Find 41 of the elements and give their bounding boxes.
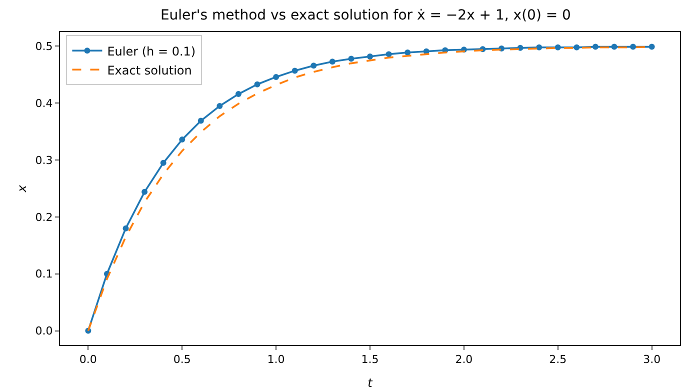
point: [254, 81, 260, 88]
point: [142, 188, 148, 195]
point: [329, 58, 336, 65]
y-tick-label: 0.4: [35, 96, 53, 110]
x-tick-label: 0.0: [79, 353, 97, 366]
point: [536, 44, 542, 50]
point: [574, 44, 580, 50]
y-tick-label: 0.0: [35, 324, 53, 338]
y-tick-label: 0.1: [35, 268, 53, 281]
point: [648, 44, 655, 50]
point: [216, 102, 223, 109]
x-tick-label: 0.5: [173, 353, 191, 366]
point: [310, 62, 317, 69]
y-tick-label: 0.5: [35, 40, 53, 54]
point: [592, 44, 598, 50]
point: [198, 118, 204, 124]
x-tick-label: 2.5: [549, 353, 567, 366]
point: [404, 49, 411, 56]
point: [611, 44, 618, 50]
y-tick-label: 0.3: [35, 154, 53, 167]
legend-label: Exact solution: [107, 63, 192, 78]
y-tick-label: 0.2: [35, 210, 53, 224]
x-tick-label: 1.0: [267, 353, 285, 366]
point: [367, 53, 373, 60]
point: [554, 44, 561, 50]
point: [122, 225, 129, 232]
x-axis-title: t: [368, 376, 374, 390]
point: [292, 68, 298, 74]
point: [630, 44, 636, 50]
y-axis-title: x: [15, 184, 29, 194]
x-tick-label: 1.5: [361, 353, 379, 366]
point: [179, 136, 186, 143]
point: [273, 74, 280, 80]
x-tick-label: 3.0: [643, 353, 661, 366]
x-tick-label: 2.0: [455, 353, 473, 366]
point: [386, 51, 392, 58]
legend-label: Euler (h = 0.1): [107, 44, 196, 58]
point: [235, 91, 242, 98]
chart-title: Euler's method vs exact solution for ẋ = −2x + 1, x(0) = 0: [160, 8, 571, 24]
point: [348, 56, 354, 62]
point: [160, 160, 166, 166]
